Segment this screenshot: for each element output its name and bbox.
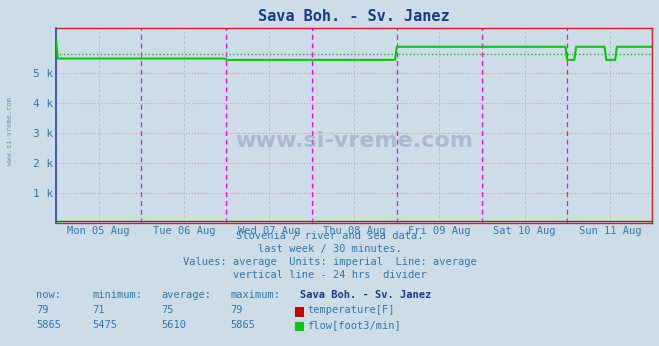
Text: Values: average  Units: imperial  Line: average: Values: average Units: imperial Line: av… [183, 257, 476, 267]
Text: 79: 79 [36, 305, 49, 315]
Text: vertical line - 24 hrs  divider: vertical line - 24 hrs divider [233, 270, 426, 280]
Text: 5865: 5865 [231, 320, 256, 330]
Text: average:: average: [161, 290, 212, 300]
Text: minimum:: minimum: [92, 290, 142, 300]
Text: 5475: 5475 [92, 320, 117, 330]
Text: 5865: 5865 [36, 320, 61, 330]
Text: flow[foot3/min]: flow[foot3/min] [307, 320, 401, 330]
Text: 71: 71 [92, 305, 105, 315]
Text: www.si-vreme.com: www.si-vreme.com [235, 131, 473, 151]
Text: maximum:: maximum: [231, 290, 281, 300]
Text: Sava Boh. - Sv. Janez: Sava Boh. - Sv. Janez [300, 290, 431, 300]
Text: now:: now: [36, 290, 61, 300]
Title: Sava Boh. - Sv. Janez: Sava Boh. - Sv. Janez [258, 9, 450, 24]
Text: last week / 30 minutes.: last week / 30 minutes. [258, 244, 401, 254]
Text: temperature[F]: temperature[F] [307, 305, 395, 315]
Text: Slovenia / river and sea data.: Slovenia / river and sea data. [236, 231, 423, 241]
Text: 5610: 5610 [161, 320, 186, 330]
Text: 75: 75 [161, 305, 174, 315]
Text: www.si-vreme.com: www.si-vreme.com [7, 98, 13, 165]
Text: 79: 79 [231, 305, 243, 315]
